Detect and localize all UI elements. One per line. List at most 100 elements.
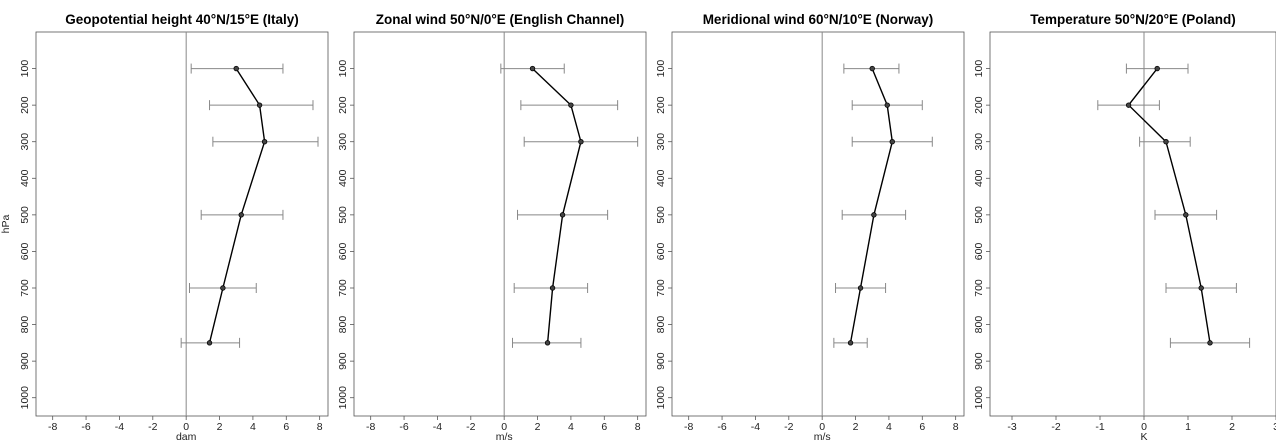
plot-frame <box>353 31 647 417</box>
data-point <box>1198 285 1204 291</box>
plot-frame <box>989 31 1276 417</box>
x-tick-label: -8 <box>366 421 375 433</box>
x-tick-label: -2 <box>466 421 475 433</box>
x-tick-label: 6 <box>283 421 289 433</box>
data-point <box>544 340 551 346</box>
x-tick-label: 8 <box>953 421 959 433</box>
x-tick-label: 4 <box>886 421 892 433</box>
data-point <box>1125 102 1132 108</box>
data-point <box>847 340 854 346</box>
data-point <box>1154 65 1160 72</box>
profile-line <box>849 68 894 344</box>
x-tick-label: -4 <box>115 421 124 433</box>
x-tick-label: -6 <box>399 421 408 433</box>
x-tick-label: 6 <box>919 421 925 433</box>
y-tick-label: 500 <box>337 206 349 224</box>
data-point <box>857 285 864 291</box>
data-point <box>1163 139 1169 145</box>
data-point <box>549 285 556 291</box>
panel-zonal-wind: Zonal wind 50°N/0°E (English Channel) m/… <box>337 12 647 441</box>
y-tick-label: 200 <box>973 96 985 114</box>
y-tick-label: 1000 <box>973 386 985 410</box>
data-point <box>869 65 875 72</box>
y-tick-label: 400 <box>655 169 667 187</box>
x-tick-label: 2 <box>853 421 859 433</box>
x-tick-label: 0 <box>183 421 189 433</box>
y-tick-label: 600 <box>655 243 667 261</box>
y-tick-label: 300 <box>337 133 349 151</box>
data-point <box>559 212 566 218</box>
y-tick-label: 600 <box>19 243 31 261</box>
data-point <box>261 139 268 145</box>
y-tick-label: 700 <box>337 279 349 297</box>
x-tick-label: -8 <box>48 421 57 433</box>
panel-title: Zonal wind 50°N/0°E (English Channel) <box>376 12 625 27</box>
x-tick-label: 0 <box>501 421 507 433</box>
data-point <box>1183 212 1189 218</box>
x-axis-label: dam <box>176 431 197 441</box>
y-tick-label: 900 <box>337 352 349 370</box>
y-tick-label: 1000 <box>337 386 349 410</box>
data-point <box>871 212 877 218</box>
y-tick-label: 500 <box>655 206 667 224</box>
data-point <box>233 65 239 72</box>
y-tick-label: 700 <box>19 279 31 297</box>
panel-meridional-wind: Meridional wind 60°N/10°E (Norway) m/s -… <box>655 12 965 441</box>
panel-temperature: Temperature 50°N/20°E (Poland) K -3 -2 -1 0… <box>973 12 1276 441</box>
x-tick-label: 8 <box>635 421 641 433</box>
data-point <box>1207 340 1213 346</box>
x-tick-label: -3 <box>1007 421 1016 433</box>
y-tick-label: 600 <box>973 243 985 261</box>
x-tick-label: -6 <box>717 421 726 433</box>
y-tick-label: 400 <box>973 169 985 187</box>
profile-line <box>532 68 582 343</box>
y-tick-label: 100 <box>973 60 985 78</box>
x-tick-label: 0 <box>1141 421 1147 433</box>
data-point <box>220 285 226 291</box>
x-tick-label: -8 <box>684 421 693 433</box>
y-tick-label: 1000 <box>655 386 667 410</box>
y-tick-label: 500 <box>973 206 985 224</box>
y-tick-label: 700 <box>973 279 985 297</box>
y-tick-label: 200 <box>337 96 349 114</box>
y-tick-label: 100 <box>655 60 667 78</box>
x-tick-label: 6 <box>601 421 607 433</box>
y-axis-label: hPa <box>0 215 12 234</box>
y-tick-label: 300 <box>655 133 667 151</box>
y-tick-label: 300 <box>19 133 31 151</box>
data-point <box>568 102 574 108</box>
y-tick-label: 800 <box>655 316 667 334</box>
x-tick-label: 0 <box>819 421 825 433</box>
plot-frame <box>671 31 965 417</box>
panel-title: Meridional wind 60°N/10°E (Norway) <box>703 12 934 27</box>
x-tick-label: -1 <box>1095 421 1104 433</box>
x-tick-label: -4 <box>433 421 442 433</box>
x-tick-label: 8 <box>317 421 323 433</box>
y-tick-label: 800 <box>337 316 349 334</box>
x-axis-label: m/s <box>496 431 513 441</box>
profile-line <box>1127 68 1211 344</box>
y-tick-label: 900 <box>973 352 985 370</box>
x-tick-label: -2 <box>784 421 793 433</box>
y-tick-label: 700 <box>655 279 667 297</box>
x-tick-label: -4 <box>751 421 760 433</box>
x-tick-label: -2 <box>1051 421 1060 433</box>
y-tick-label: 400 <box>337 169 349 187</box>
x-tick-label: -2 <box>148 421 157 433</box>
y-tick-label: 900 <box>19 352 31 370</box>
y-tick-label: 100 <box>19 60 31 78</box>
y-tick-label: 200 <box>655 96 667 114</box>
y-tick-label: 800 <box>19 316 31 334</box>
data-point <box>578 139 584 145</box>
data-point <box>256 102 263 108</box>
y-tick-label: 300 <box>973 133 985 151</box>
profile-line <box>208 68 266 344</box>
y-tick-label: 900 <box>655 352 667 370</box>
x-tick-label: 1 <box>1185 421 1191 433</box>
plot-frame <box>35 31 329 417</box>
y-tick-label: 600 <box>337 243 349 261</box>
x-tick-label: 2 <box>217 421 223 433</box>
x-tick-label: 2 <box>535 421 541 433</box>
y-tick-label: 1000 <box>19 386 31 410</box>
y-tick-label: 500 <box>19 206 31 224</box>
